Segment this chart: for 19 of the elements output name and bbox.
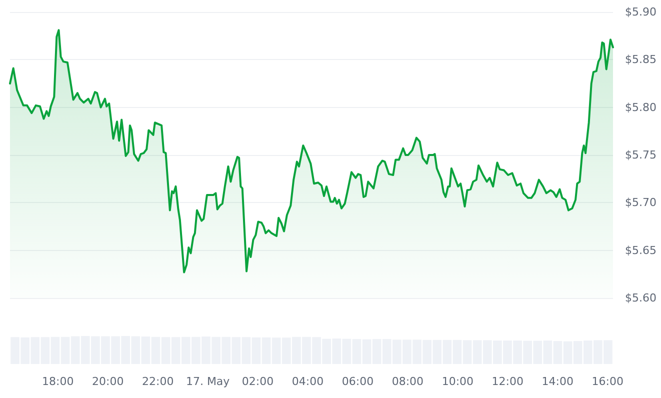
x-tick-label: 14:00 [542,375,574,388]
x-tick-label: 22:00 [142,375,174,388]
y-tick-label: $5.90 [625,6,656,18]
y-tick-label: $5.70 [625,196,656,210]
y-tick-label: $5.80 [625,100,656,114]
x-tick-label: 20:00 [92,375,124,388]
y-tick-label: $5.60 [625,292,656,304]
x-tick-label: 08:00 [392,375,424,388]
x-tick-label: 04:00 [292,375,324,388]
x-tick-label: 06:00 [342,375,374,388]
x-tick-label: 17. May [186,375,230,388]
y-tick-label: $5.85 [625,53,656,66]
x-tick-label: 02:00 [242,375,274,388]
y-tick-label: $5.65 [625,244,656,257]
x-tick-label: 16:00 [592,375,624,388]
x-tick-label: 10:00 [442,375,474,388]
y-tick-label: $5.75 [625,148,656,162]
x-tick-label: 18:00 [42,375,74,388]
x-tick-label: 12:00 [492,375,524,388]
